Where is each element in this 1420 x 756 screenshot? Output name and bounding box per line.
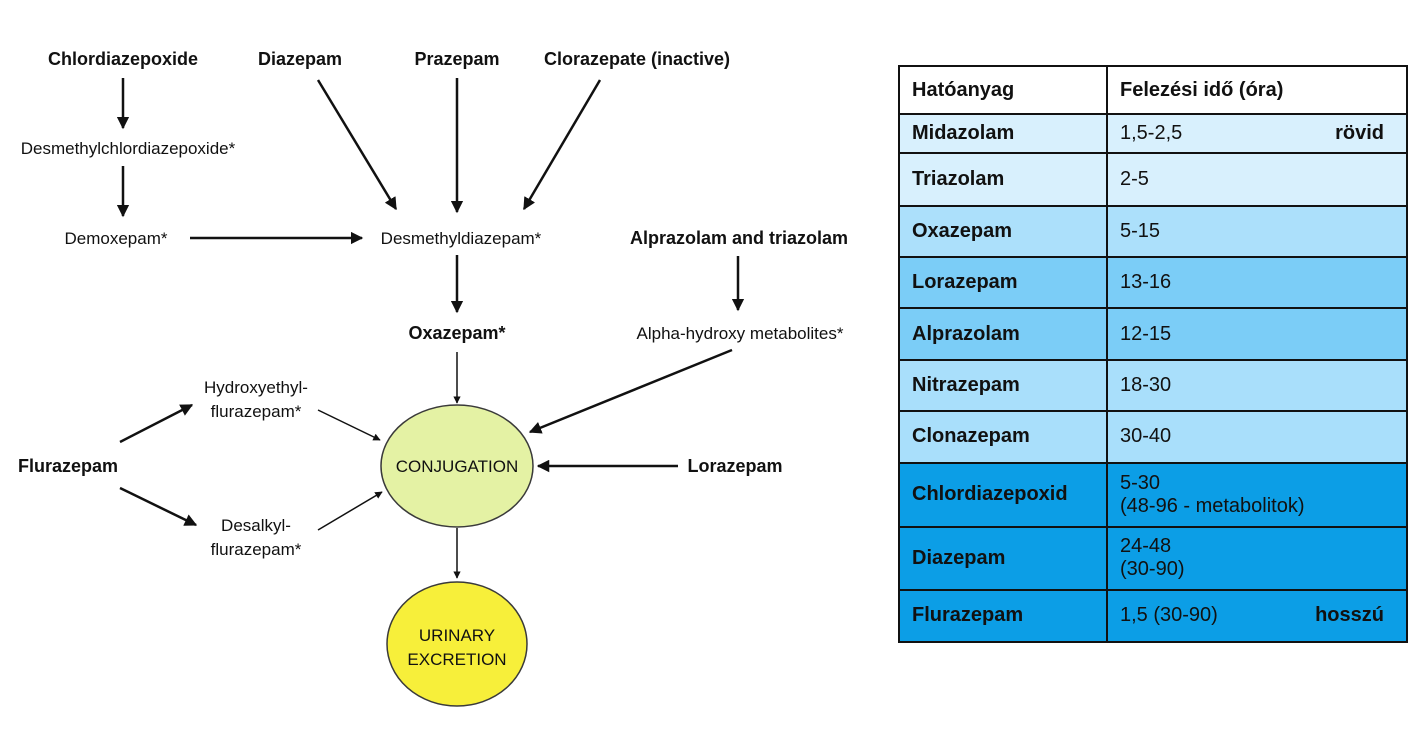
table-row: Nitrazepam 18-30 <box>898 358 1408 413</box>
cell-agent: Clonazepam <box>898 410 1108 464</box>
cell-agent: Triazolam <box>898 152 1108 207</box>
conjugation-ellipse <box>380 404 534 528</box>
half-life-value-group: 12-15 <box>1120 323 1171 346</box>
half-life-value: 2-5 <box>1120 167 1149 190</box>
metabolism-diagram: Chlordiazepoxide Diazepam Prazepam Clora… <box>18 49 848 707</box>
cell-half-life: 18-30 <box>1106 358 1408 413</box>
cell-agent: Oxazepam <box>898 204 1108 259</box>
arrow-flurazepam-to-hydroxyethyl <box>119 403 194 444</box>
half-life-value: 5-15 <box>1120 219 1161 242</box>
header-agent: Hatóanyag <box>898 65 1108 115</box>
cell-half-life: 30-40 <box>1106 410 1408 464</box>
half-life-table: Hatóanyag Felezési idő (óra) Midazolam 1,… <box>898 65 1408 644</box>
label-chlordiazepoxide: Chlordiazepoxide <box>48 49 198 69</box>
table-row: Midazolam 1,5-2,5 rövid <box>898 112 1408 155</box>
half-life-value-group: 1,5-2,5 <box>1120 122 1182 145</box>
half-life-value-group: 5-15 <box>1120 220 1160 243</box>
cell-agent: Lorazepam <box>898 256 1108 310</box>
cell-agent: Diazepam <box>898 526 1108 591</box>
label-clorazepate: Clorazepate (inactive) <box>544 49 730 69</box>
cell-half-life: 12-15 <box>1106 307 1408 361</box>
cell-agent: Alprazolam <box>898 307 1108 361</box>
half-life-value: 12-15 <box>1120 322 1172 345</box>
cell-half-life: 24-48 (30-90) <box>1106 526 1408 591</box>
half-life-value: 1,5 (30-90) <box>1120 604 1218 627</box>
label-hydroxyethyl-line2: flurazepam* <box>211 402 302 421</box>
label-conjugation: CONJUGATION <box>396 457 518 476</box>
half-life-value-group: 1,5 (30-90) <box>1120 604 1218 627</box>
duration-note: hosszú <box>1315 604 1384 627</box>
table-body: Midazolam 1,5-2,5 rövid Triazolam 2-5 Oxazepa… <box>898 112 1408 644</box>
table-row: Triazolam 2-5 <box>898 152 1408 207</box>
cell-agent: Midazolam <box>898 112 1108 155</box>
header-half-life: Felezési idő (óra) <box>1106 65 1408 115</box>
arrow-desalkyl-to-conjugation <box>317 491 383 531</box>
label-diazepam: Diazepam <box>258 49 342 69</box>
label-excretion: EXCRETION <box>407 650 506 669</box>
cell-half-life: 1,5 (30-90) hosszú <box>1106 588 1408 644</box>
label-hydroxyethyl-line1: Hydroxyethyl- <box>204 378 308 397</box>
half-life-value-group: 30-40 <box>1120 425 1171 448</box>
label-desmethylchlordiazepoxide: Desmethylchlordiazepoxide* <box>21 139 236 158</box>
half-life-value: 24-48 <box>1120 535 1172 558</box>
cell-agent: Nitrazepam <box>898 358 1108 413</box>
table-row: Flurazepam 1,5 (30-90) hosszú <box>898 588 1408 644</box>
cell-half-life: 5-30 (48-96 - metabolitok) <box>1106 461 1408 529</box>
excretion-ellipse <box>386 581 528 707</box>
label-urinary: URINARY <box>419 626 495 645</box>
half-life-value-secondary: (30-90) <box>1120 558 1185 581</box>
table-row: Chlordiazepoxid 5-30 (48-96 - metabolitok) <box>898 461 1408 529</box>
arrow-hydroxyethyl-to-conjugation <box>317 409 381 441</box>
table-row: Diazepam 24-48 (30-90) <box>898 526 1408 591</box>
cell-half-life: 1,5-2,5 rövid <box>1106 112 1408 155</box>
label-desalkyl-line2: flurazepam* <box>211 540 302 559</box>
half-life-value-group: 13-16 <box>1120 271 1171 294</box>
cell-half-life: 13-16 <box>1106 256 1408 310</box>
cell-agent: Chlordiazepoxid <box>898 461 1108 529</box>
half-life-value: 18-30 <box>1120 374 1172 396</box>
half-life-value: 30-40 <box>1120 425 1172 448</box>
table-row: Oxazepam 5-15 <box>898 204 1408 259</box>
duration-note: rövid <box>1335 122 1384 145</box>
half-life-value: 1,5-2,5 <box>1120 122 1183 145</box>
half-life-value: 5-30 <box>1120 471 1161 494</box>
table-header-row: Hatóanyag Felezési idő (óra) <box>898 65 1408 115</box>
cell-half-life: 2-5 <box>1106 152 1408 207</box>
half-life-value-group: 5-30 (48-96 - metabolitok) <box>1120 472 1305 518</box>
half-life-value-secondary: (48-96 - metabolitok) <box>1120 494 1305 517</box>
half-life-value: 13-16 <box>1120 271 1172 294</box>
cell-half-life: 5-15 <box>1106 204 1408 259</box>
table-row: Clonazepam 30-40 <box>898 410 1408 464</box>
arrow-flurazepam-to-desalkyl <box>119 486 198 527</box>
label-alpha-hydroxy: Alpha-hydroxy metabolites* <box>637 324 844 343</box>
label-desalkyl-line1: Desalkyl- <box>221 516 291 535</box>
half-life-value-group: 2-5 <box>1120 168 1149 191</box>
arrow-clorazepate-to-desmethyldiazepam <box>522 79 602 211</box>
label-oxazepam: Oxazepam* <box>408 323 505 343</box>
label-lorazepam: Lorazepam <box>687 456 782 476</box>
table-row: Alprazolam 12-15 <box>898 307 1408 361</box>
label-desmethyldiazepam: Desmethyldiazepam* <box>381 229 542 248</box>
label-alprazolam-triazolam: Alprazolam and triazolam <box>630 228 848 248</box>
label-demoxepam: Demoxepam* <box>65 229 168 248</box>
half-life-value-group: 18-30 <box>1120 374 1171 397</box>
label-flurazepam: Flurazepam <box>18 456 118 476</box>
table-row: Lorazepam 13-16 <box>898 256 1408 310</box>
arrow-diazepam-to-desmethyldiazepam <box>316 79 398 211</box>
arrow-alphahydroxy-to-conjugation <box>528 348 733 434</box>
arrows <box>116 78 745 579</box>
cell-agent: Flurazepam <box>898 588 1108 644</box>
half-life-value-group: 24-48 (30-90) <box>1120 535 1184 581</box>
label-prazepam: Prazepam <box>414 49 499 69</box>
